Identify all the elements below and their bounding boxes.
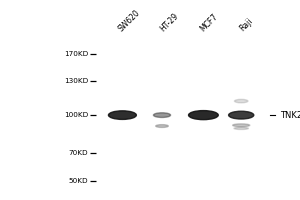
Text: 100KD: 100KD bbox=[64, 112, 88, 118]
Text: MCF7: MCF7 bbox=[198, 12, 219, 33]
Ellipse shape bbox=[229, 111, 254, 119]
Text: SW620: SW620 bbox=[117, 8, 142, 33]
Ellipse shape bbox=[233, 124, 250, 127]
Ellipse shape bbox=[156, 125, 168, 127]
Ellipse shape bbox=[235, 99, 248, 103]
Text: 50KD: 50KD bbox=[69, 178, 88, 184]
Ellipse shape bbox=[153, 113, 171, 117]
Text: TNK2: TNK2 bbox=[280, 111, 300, 120]
Text: 170KD: 170KD bbox=[64, 51, 88, 57]
Text: Raji: Raji bbox=[238, 16, 254, 33]
Text: 70KD: 70KD bbox=[69, 150, 88, 156]
Text: HT-29: HT-29 bbox=[158, 11, 180, 33]
Ellipse shape bbox=[109, 111, 136, 119]
Ellipse shape bbox=[188, 111, 218, 120]
Text: 130KD: 130KD bbox=[64, 78, 88, 84]
Ellipse shape bbox=[234, 127, 248, 129]
